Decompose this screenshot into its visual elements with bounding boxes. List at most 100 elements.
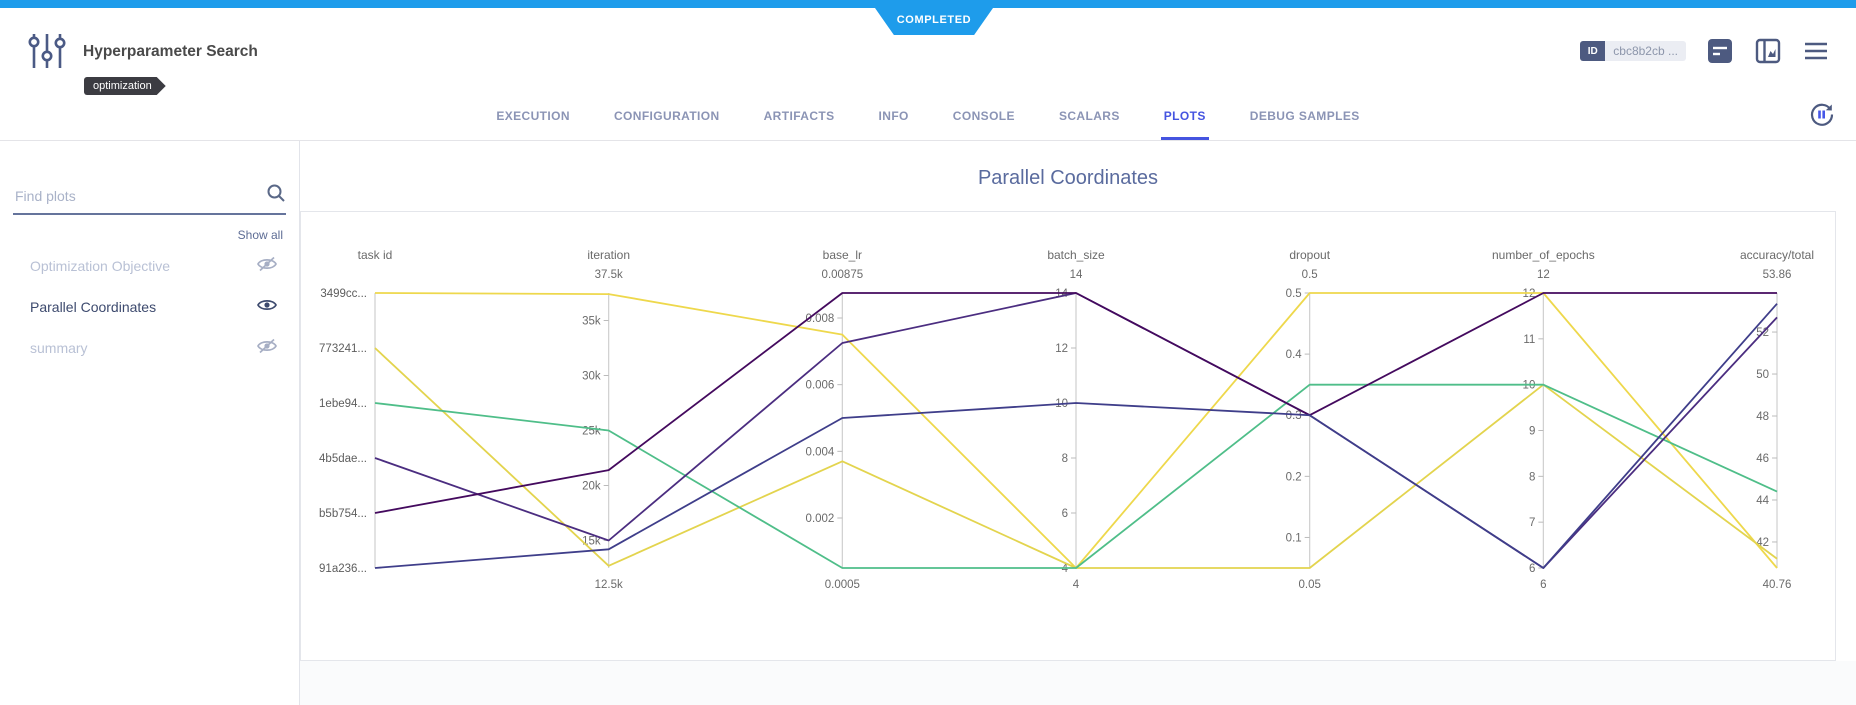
plots-sidebar: Show all Optimization Objective Parallel … <box>0 141 300 705</box>
status-ribbon: COMPLETED <box>875 8 993 35</box>
svg-text:11: 11 <box>1523 334 1535 346</box>
search-icon <box>266 183 286 208</box>
svg-text:14: 14 <box>1070 269 1083 281</box>
panel-chart-icon <box>1755 38 1781 64</box>
show-all-link[interactable]: Show all <box>237 228 283 242</box>
svg-text:773241...: 773241... <box>319 343 367 355</box>
tab-console[interactable]: CONSOLE <box>952 109 1015 123</box>
plot-list-item-label: summary <box>30 339 88 356</box>
svg-text:0.2: 0.2 <box>1286 471 1302 483</box>
menu-button[interactable] <box>1802 37 1830 65</box>
content: Show all Optimization Objective Parallel … <box>0 141 1856 705</box>
svg-text:0.0005: 0.0005 <box>825 579 860 591</box>
svg-text:9: 9 <box>1529 426 1535 438</box>
eye-off-icon[interactable] <box>257 338 277 357</box>
series-line-91a236 <box>374 303 1778 569</box>
svg-text:0.00875: 0.00875 <box>822 269 864 281</box>
plot-title: Parallel Coordinates <box>977 167 1159 189</box>
svg-text:0.4: 0.4 <box>1286 349 1303 361</box>
svg-text:0.004: 0.004 <box>806 446 835 458</box>
axis-base-lr[interactable]: base_lr 0.00875 0.0005 0.008 0.006 0.004 0.002 <box>806 248 864 591</box>
svg-text:12: 12 <box>1055 343 1068 355</box>
svg-text:number_of_epochs: number_of_epochs <box>1492 248 1595 262</box>
series-line-1ebe94 <box>374 383 1778 569</box>
plot-list: Optimization Objective Parallel Coordinat… <box>0 245 299 368</box>
axis-task-id[interactable]: task id 3499cc... 773241... 1ebe94... 4b5dae… <box>319 248 392 575</box>
tab-scalars[interactable]: SCALARS <box>1058 109 1120 123</box>
tab-debug-samples[interactable]: DEBUG SAMPLES <box>1249 109 1360 123</box>
plot-list-item-label: Parallel Coordinates <box>30 298 157 315</box>
svg-text:44: 44 <box>1756 495 1769 507</box>
details-view-button[interactable] <box>1706 37 1734 65</box>
svg-text:0.05: 0.05 <box>1298 579 1320 591</box>
plot-list-item-optimization-objective[interactable]: Optimization Objective <box>0 245 299 286</box>
svg-text:1ebe94...: 1ebe94... <box>319 398 367 410</box>
plots-panel: Parallel Coordinates task id 3499cc... 773… <box>300 141 1856 705</box>
details-icon <box>1708 39 1732 63</box>
svg-text:0.3: 0.3 <box>1286 410 1302 422</box>
svg-text:14: 14 <box>1055 288 1068 300</box>
parallel-coordinates-card: task id 3499cc... 773241... 1ebe94... 4b5dae… <box>300 211 1836 661</box>
svg-text:8: 8 <box>1529 471 1535 483</box>
tab-artifacts[interactable]: ARTIFACTS <box>763 109 835 123</box>
svg-text:7: 7 <box>1529 517 1535 529</box>
experiment-id-chip[interactable]: ID cbc8b2cb ... <box>1580 41 1686 61</box>
next-plot-card-edge <box>300 661 1856 705</box>
svg-text:base_lr: base_lr <box>823 248 862 262</box>
svg-text:4: 4 <box>1062 563 1069 575</box>
axis-dropout[interactable]: dropout 0.5 0.05 0.5 0.4 0.3 0.2 0.1 <box>1286 248 1331 591</box>
top-status-bar <box>0 0 1856 8</box>
svg-text:12: 12 <box>1537 269 1550 281</box>
axis-number-of-epochs[interactable]: number_of_epochs 12 6 12 11 10 9 8 7 6 <box>1492 248 1595 591</box>
svg-text:40.76: 40.76 <box>1763 579 1792 591</box>
plot-list-item-summary[interactable]: summary <box>0 327 299 368</box>
svg-text:48: 48 <box>1756 411 1769 423</box>
svg-text:0.006: 0.006 <box>806 380 835 392</box>
svg-text:30k: 30k <box>582 371 601 383</box>
svg-text:53.86: 53.86 <box>1763 269 1792 281</box>
tag-optimization[interactable]: optimization <box>84 77 166 95</box>
svg-text:batch_size: batch_size <box>1047 248 1105 262</box>
refresh-pause-icon <box>1810 103 1833 126</box>
id-value: cbc8b2cb ... <box>1605 41 1686 61</box>
svg-text:0.5: 0.5 <box>1302 269 1318 281</box>
experiment-title: Hyperparameter Search <box>83 43 258 60</box>
svg-text:b5b754...: b5b754... <box>319 508 367 520</box>
svg-text:20k: 20k <box>582 481 601 493</box>
eye-off-icon[interactable] <box>257 256 277 275</box>
auto-refresh-button[interactable] <box>1806 99 1836 129</box>
sliders-icon <box>26 32 68 75</box>
tab-plots[interactable]: PLOTS <box>1160 95 1209 140</box>
plots-search <box>13 183 286 215</box>
plots-search-input[interactable] <box>13 186 266 205</box>
svg-text:3499cc...: 3499cc... <box>320 288 367 300</box>
svg-text:10: 10 <box>1523 380 1536 392</box>
svg-text:6: 6 <box>1529 563 1535 575</box>
svg-text:0.5: 0.5 <box>1286 288 1302 300</box>
svg-text:12.5k: 12.5k <box>595 579 623 591</box>
svg-text:accuracy/total: accuracy/total <box>1740 248 1814 262</box>
side-panel-view-button[interactable] <box>1754 37 1782 65</box>
svg-text:6: 6 <box>1062 508 1068 520</box>
id-badge: ID <box>1580 41 1606 61</box>
svg-text:4b5dae...: 4b5dae... <box>319 453 367 465</box>
svg-text:50: 50 <box>1756 369 1769 381</box>
tab-configuration[interactable]: CONFIGURATION <box>613 109 720 123</box>
tab-info[interactable]: INFO <box>878 109 909 123</box>
eye-icon[interactable] <box>257 298 277 315</box>
tabs: EXECUTION CONFIGURATION ARTIFACTS INFO CONSO… <box>0 95 1856 141</box>
svg-text:8: 8 <box>1062 453 1068 465</box>
status-text: COMPLETED <box>896 14 972 26</box>
hamburger-icon <box>1805 42 1827 60</box>
svg-text:task id: task id <box>358 248 393 262</box>
svg-text:91a236...: 91a236... <box>319 563 367 575</box>
svg-text:46: 46 <box>1756 453 1769 465</box>
header-controls: ID cbc8b2cb ... <box>1580 36 1830 66</box>
svg-text:4: 4 <box>1073 579 1080 591</box>
svg-text:0.008: 0.008 <box>806 313 835 325</box>
parallel-coordinates-chart: task id 3499cc... 773241... 1ebe94... 4b5dae… <box>301 212 1835 665</box>
plot-list-item-parallel-coordinates[interactable]: Parallel Coordinates <box>0 286 299 327</box>
tab-execution[interactable]: EXECUTION <box>496 109 570 123</box>
